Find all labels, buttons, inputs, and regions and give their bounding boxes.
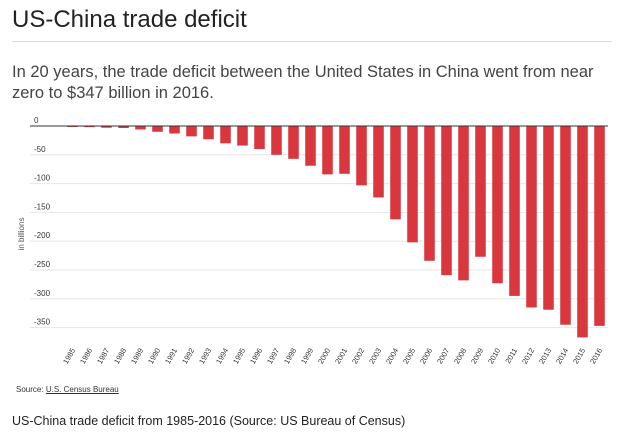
- bar-1992: [186, 126, 197, 137]
- x-tick-label: 1997: [265, 347, 281, 366]
- x-tick-label: 2006: [418, 347, 434, 366]
- source-link[interactable]: U.S. Census Bureau: [45, 385, 119, 394]
- bar-2016: [594, 126, 605, 326]
- y-tick-label: -250: [34, 260, 51, 269]
- bar-1996: [254, 126, 265, 150]
- x-tick-label: 2011: [503, 347, 519, 365]
- y-tick-label: -150: [34, 202, 51, 211]
- x-tick-label: 2003: [367, 347, 383, 366]
- x-tick-label: 1987: [95, 347, 111, 366]
- bar-2006: [424, 126, 435, 261]
- bar-1986: [84, 126, 95, 128]
- x-tick-label: 2007: [435, 347, 451, 366]
- source-note: Source: U.S. Census Bureau: [16, 385, 119, 394]
- chart-title: US-China trade deficit: [12, 6, 247, 33]
- x-tick-label: 1990: [146, 347, 162, 366]
- x-tick-label: 1986: [78, 347, 94, 366]
- bar-2003: [373, 126, 384, 198]
- bar-2015: [577, 126, 588, 338]
- bar-2014: [560, 126, 571, 325]
- bar-1997: [271, 126, 282, 155]
- bar-2009: [475, 126, 486, 257]
- x-tick-label: 1985: [61, 347, 77, 366]
- x-tick-label: 1994: [214, 347, 230, 366]
- bar-1999: [305, 126, 316, 166]
- x-tick-label: 2000: [316, 347, 332, 366]
- x-tick-label: 2005: [401, 347, 417, 366]
- x-tick-label: 1998: [282, 347, 298, 366]
- x-tick-label: 2008: [452, 347, 468, 366]
- chart-subtitle: In 20 years, the trade deficit between t…: [12, 63, 594, 102]
- x-tick-label: 1995: [231, 347, 247, 366]
- x-tick-label: 1992: [180, 347, 196, 366]
- bar-2005: [407, 126, 418, 243]
- bar-2011: [509, 126, 520, 296]
- x-tick-label: 2004: [384, 347, 400, 366]
- bar-2012: [526, 126, 537, 308]
- y-tick-label: -350: [34, 318, 51, 327]
- x-tick-label: 1996: [248, 347, 264, 366]
- bar-2002: [356, 126, 367, 186]
- bar-1989: [135, 126, 146, 130]
- bar-1991: [169, 126, 180, 134]
- figure-caption: US-China trade deficit from 1985-2016 (S…: [12, 414, 406, 428]
- bar-1987: [101, 126, 112, 128]
- x-tick-label: 1993: [197, 347, 213, 366]
- x-tick-label: 2010: [486, 347, 502, 366]
- x-tick-label: 2013: [537, 347, 553, 366]
- y-axis-label: in billions: [17, 218, 26, 251]
- x-tick-label: 1989: [129, 347, 145, 366]
- bar-2007: [441, 126, 452, 276]
- x-tick-label: 2002: [350, 347, 366, 366]
- bar-1998: [288, 126, 299, 159]
- x-tick-label: 1988: [112, 347, 128, 366]
- bar-2000: [322, 126, 333, 175]
- bar-1993: [203, 126, 214, 140]
- bar-1990: [152, 126, 163, 132]
- y-tick-label: -300: [34, 289, 51, 298]
- x-tick-label: 2015: [571, 347, 587, 366]
- bar-1995: [237, 126, 248, 146]
- x-tick-label: 1991: [163, 347, 179, 366]
- bar-2008: [458, 126, 469, 281]
- bar-2010: [492, 126, 503, 284]
- title-divider: [12, 41, 612, 42]
- bar-chart: 0 -50 -100 -150 -200 -250 -300 -350 in billions 1…: [17, 116, 608, 366]
- bar-1994: [220, 126, 231, 144]
- x-tick-label: 2012: [520, 347, 536, 366]
- source-label: Source:: [16, 385, 44, 394]
- x-tick-label: 2001: [333, 347, 349, 366]
- y-tick-label: -50: [34, 145, 46, 154]
- x-tick-label: 2016: [588, 347, 604, 366]
- x-tick-label: 1999: [299, 347, 315, 366]
- y-tick-label: -100: [34, 174, 51, 183]
- x-tick-label: 2009: [469, 347, 485, 366]
- y-tick-label: 0: [34, 116, 39, 125]
- x-tick-label: 2014: [554, 347, 570, 366]
- bar-1988: [118, 126, 129, 129]
- bar-2013: [543, 126, 554, 310]
- bar-2001: [339, 126, 350, 174]
- bar-2004: [390, 126, 401, 220]
- y-tick-label: -200: [34, 231, 51, 240]
